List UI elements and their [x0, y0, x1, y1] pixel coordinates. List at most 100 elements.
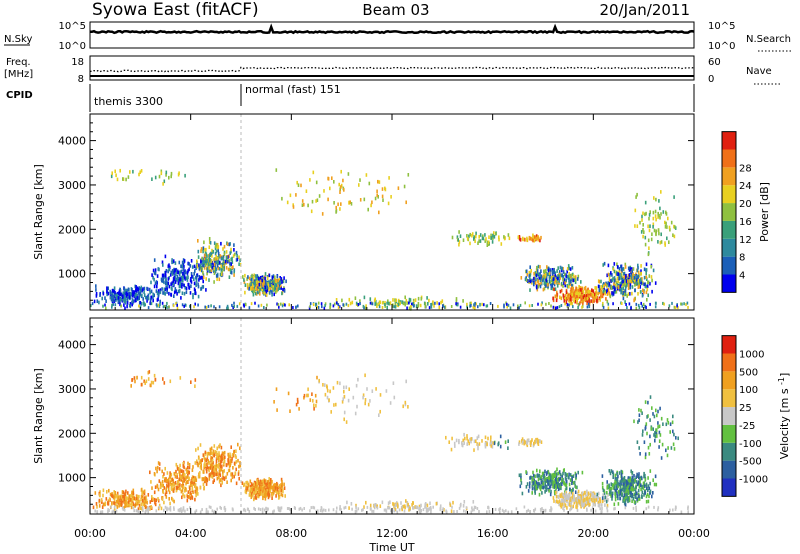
power-cell	[259, 288, 261, 292]
power-cell	[608, 291, 611, 295]
vel-cell	[628, 498, 631, 502]
power-cell	[220, 266, 222, 271]
power-cell	[373, 298, 376, 303]
power-ground-cell	[321, 305, 323, 309]
power-cell	[598, 288, 601, 293]
power-cell	[554, 280, 556, 285]
vel-cell	[572, 498, 575, 502]
power-cell	[562, 270, 565, 274]
vel-cell	[142, 496, 145, 501]
power-cell	[536, 265, 538, 270]
power-cell	[631, 269, 633, 274]
vel-ground-cell	[210, 505, 212, 509]
power-cell	[634, 283, 636, 287]
power-ground-cell	[166, 306, 168, 309]
power-cell	[643, 290, 645, 295]
vel-cell	[209, 451, 212, 455]
vel-cell	[131, 490, 133, 495]
vel-cell	[191, 477, 193, 481]
vel-cell	[378, 413, 380, 417]
vel-cell	[201, 477, 204, 482]
power-cell	[612, 276, 614, 281]
power-cell	[140, 285, 143, 290]
power-ground-cell	[232, 306, 234, 309]
power-cell	[267, 282, 269, 286]
power-cell	[528, 274, 531, 278]
power-cell	[560, 281, 563, 286]
power-cell	[270, 284, 273, 288]
vel-cell	[407, 405, 409, 409]
vel-cell	[125, 496, 127, 500]
power-ground-cell	[442, 304, 444, 308]
vel-cell	[264, 481, 266, 486]
vel-cell	[187, 490, 190, 494]
vel-cell	[544, 490, 546, 494]
power-cell	[154, 281, 157, 286]
power-cell	[228, 275, 231, 279]
power-cell	[131, 288, 133, 292]
vel-cell	[235, 481, 238, 486]
power-cell	[469, 232, 471, 237]
power-cell	[647, 224, 649, 229]
vel-cell	[461, 441, 463, 445]
power-ground-cell	[317, 305, 320, 309]
vel-cell	[168, 483, 170, 488]
power-ground-cell	[683, 302, 685, 306]
power-cell	[557, 274, 559, 278]
vel-cell	[476, 436, 479, 440]
power-cell	[259, 275, 262, 280]
vel-cell	[115, 499, 118, 504]
power-cell	[180, 296, 182, 300]
vel-cell	[246, 486, 249, 491]
vel-cell	[661, 442, 664, 447]
power-cell	[195, 274, 198, 279]
power-ground-cell	[654, 301, 657, 305]
vel-cell	[144, 496, 146, 500]
vel-cell	[140, 488, 143, 492]
power-cell	[254, 274, 257, 278]
vel-cell	[667, 446, 669, 450]
power-cell	[157, 289, 160, 293]
vel-cell	[196, 491, 198, 495]
power-cell	[122, 291, 125, 295]
power-cell	[187, 261, 189, 266]
vel-cell	[211, 451, 214, 456]
power-cell	[369, 297, 372, 301]
vel-cell	[211, 474, 213, 479]
power-cell	[209, 253, 211, 257]
power-cell	[203, 240, 205, 245]
vel-cell	[271, 496, 273, 500]
power-cell	[164, 292, 166, 296]
power-cell	[139, 301, 142, 305]
power-ground-cell	[654, 305, 657, 309]
vel-cell	[181, 475, 184, 479]
power-cell	[533, 238, 535, 243]
power-cell	[562, 267, 564, 271]
power-ground-cell	[668, 304, 671, 308]
power-ground-cell	[227, 306, 229, 310]
power-cell	[624, 300, 626, 304]
power-ground-cell	[231, 303, 233, 307]
power-cell	[654, 209, 657, 214]
vel-cell	[204, 463, 207, 468]
vel-cell	[612, 470, 614, 474]
vel-cell	[155, 466, 157, 471]
vel-cell	[194, 384, 196, 388]
vel-ground-cell	[606, 509, 609, 513]
power-cell	[642, 211, 644, 216]
power-cell	[95, 284, 97, 288]
power-ground-cell	[486, 304, 489, 308]
vel-ground-cell	[340, 508, 342, 512]
power-cell	[570, 280, 572, 284]
vel-cell	[158, 462, 161, 466]
power-cell	[124, 298, 127, 303]
power-cell	[646, 287, 649, 292]
vel-cell	[266, 480, 269, 484]
power-cell	[659, 215, 661, 220]
power-cell	[664, 241, 666, 245]
vel-cell	[493, 441, 496, 446]
power-cell	[202, 275, 205, 279]
vel-cell	[669, 422, 672, 426]
power-cell	[579, 286, 582, 290]
